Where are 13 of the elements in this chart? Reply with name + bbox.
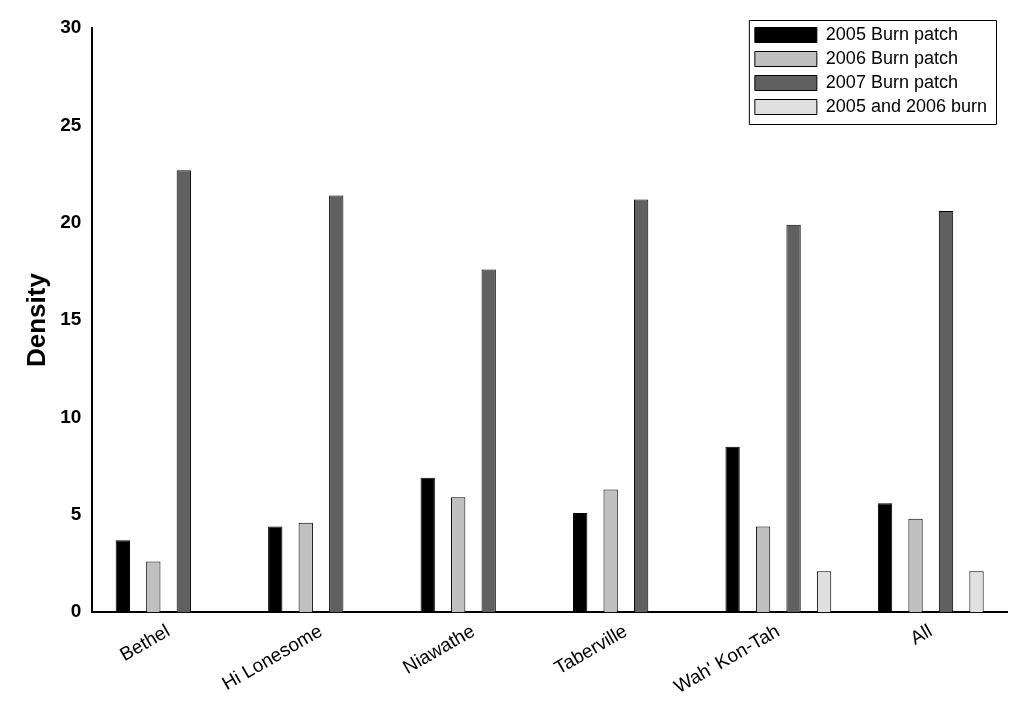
y-tick-label: 10 bbox=[60, 405, 82, 427]
y-tick-label: 20 bbox=[60, 210, 82, 232]
legend-label: 2005 Burn patch bbox=[825, 23, 958, 44]
legend-label: 2007 Burn patch bbox=[825, 71, 958, 92]
y-tick-label: 15 bbox=[60, 308, 82, 330]
y-axis-title: Density bbox=[20, 272, 51, 368]
legend-label: 2006 Burn patch bbox=[825, 47, 958, 68]
y-tick-label: 30 bbox=[60, 16, 82, 38]
y-tick-label: 5 bbox=[70, 503, 82, 525]
y-tick-label: 25 bbox=[60, 113, 82, 135]
legend-label: 2005 and 2006 burn bbox=[825, 95, 988, 116]
y-tick-label: 0 bbox=[70, 600, 82, 622]
x-tick-label: All bbox=[906, 619, 936, 649]
